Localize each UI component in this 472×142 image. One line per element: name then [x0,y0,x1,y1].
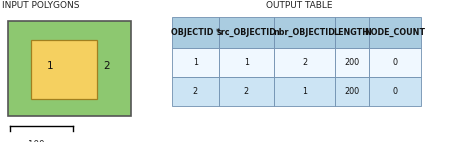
Text: OBJECTID *: OBJECTID * [171,28,220,37]
Text: 0: 0 [393,58,397,67]
Bar [369,77,421,106]
Bar [31,40,97,99]
Bar [219,77,274,106]
Bar [274,17,335,48]
Text: 2: 2 [244,87,249,96]
Text: src_OBJECTID: src_OBJECTID [217,28,276,37]
Text: 1: 1 [193,58,198,67]
Text: 2: 2 [193,87,198,96]
Bar [335,48,369,77]
Bar [274,48,335,77]
Bar [172,77,219,106]
Bar [335,77,369,106]
Bar [8,21,131,116]
Text: 1: 1 [244,58,249,67]
Bar [172,17,219,48]
Text: 1: 1 [302,87,307,96]
Text: NODE_COUNT: NODE_COUNT [364,28,426,37]
Text: 2: 2 [103,61,110,71]
Bar [369,17,421,48]
Bar [335,17,369,48]
Text: 200: 200 [344,58,359,67]
Text: LENGTH: LENGTH [334,28,370,37]
Bar [219,17,274,48]
Bar [369,48,421,77]
Text: 2: 2 [302,58,307,67]
Text: 200: 200 [344,87,359,96]
Text: INPUT POLYGONS: INPUT POLYGONS [2,1,80,10]
Text: 1: 1 [47,61,54,71]
Bar [172,48,219,77]
Text: OUTPUT TABLE: OUTPUT TABLE [267,1,333,10]
Bar [219,48,274,77]
Text: 0: 0 [393,87,397,96]
Text: 100 m: 100 m [28,140,56,142]
Text: nbr_OBJECTID: nbr_OBJECTID [273,28,336,37]
Bar [274,77,335,106]
